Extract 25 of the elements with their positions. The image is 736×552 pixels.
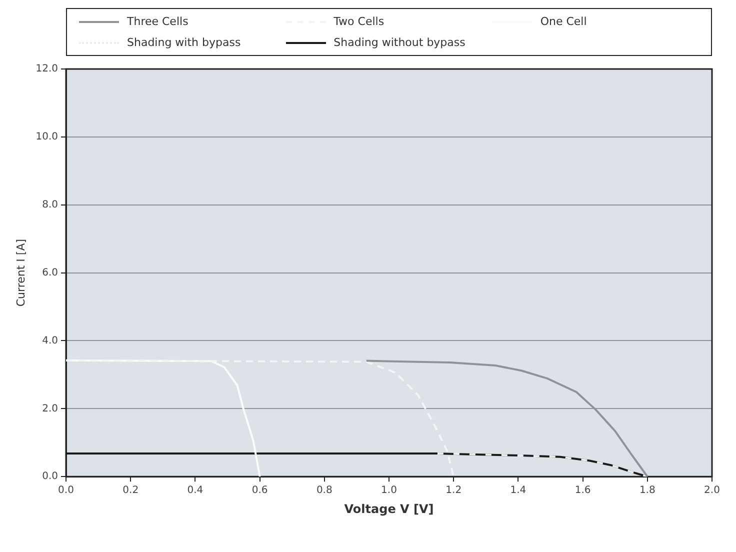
legend-label: Shading without bypass: [334, 36, 466, 49]
x-tick-label: 0.2: [122, 485, 139, 496]
y-tick-label: 2.0: [42, 403, 58, 414]
legend-label: Two Cells: [334, 15, 384, 28]
x-tick-label: 2.0: [704, 485, 720, 496]
x-tick-label: 0.4: [187, 485, 204, 496]
x-tick-label: 0.6: [252, 485, 268, 496]
x-tick-label: 1.2: [446, 485, 462, 496]
legend-label: Shading with bypass: [127, 36, 241, 49]
x-tick-label: 1.4: [510, 485, 526, 496]
y-axis-title: Current I [A]: [14, 238, 28, 307]
y-tick-label: 8.0: [42, 199, 58, 210]
y-tick-label: 6.0: [42, 267, 58, 278]
x-tick-label: 1.0: [381, 485, 397, 496]
x-tick-label: 1.8: [639, 485, 656, 496]
y-tick-label: 0.0: [42, 471, 58, 482]
legend-label: Three Cells: [127, 15, 188, 28]
y-tick-label: 4.0: [42, 335, 58, 346]
y-tick-label: 12.0: [36, 64, 58, 75]
x-tick-label: 0.8: [316, 485, 332, 496]
x-tick-label: 1.6: [574, 485, 591, 496]
y-tick-label: 10.0: [36, 132, 58, 143]
x-tick-label: 0.0: [58, 485, 74, 496]
x-axis-title: Voltage V [V]: [344, 502, 434, 516]
legend-label: One Cell: [540, 15, 587, 28]
